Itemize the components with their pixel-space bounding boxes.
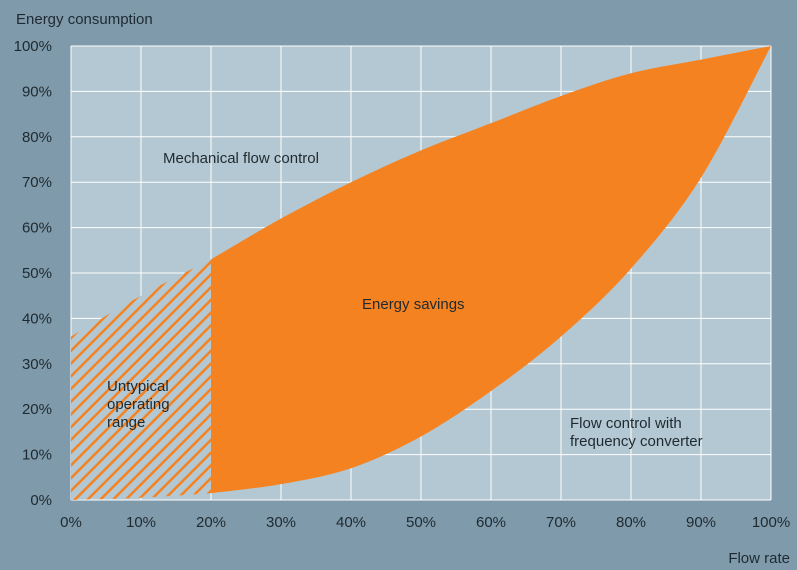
y-tick-label: 10% bbox=[22, 447, 52, 464]
untypical-operating-range-label: Untypical operating range bbox=[107, 378, 174, 431]
y-axis-title: Energy consumption bbox=[16, 11, 153, 28]
untypical-range-hatched-area bbox=[71, 259, 211, 500]
x-tick-label: 0% bbox=[60, 514, 82, 531]
converter-line-1: Flow control with bbox=[570, 415, 682, 432]
converter-line-2: frequency converter bbox=[570, 433, 703, 450]
energy-savings-area bbox=[211, 46, 771, 494]
x-tick-label: 60% bbox=[476, 514, 506, 531]
savings-areas bbox=[71, 46, 771, 500]
x-tick-label: 40% bbox=[336, 514, 366, 531]
y-tick-label: 30% bbox=[22, 356, 52, 373]
x-tick-label: 50% bbox=[406, 514, 436, 531]
y-tick-label: 60% bbox=[22, 220, 52, 237]
tick-labels: 0% 10% 20% 30% 40% 50% 60% 70% 80% 90% 100% 0% 10% 20… bbox=[14, 38, 791, 531]
y-tick-label: 100% bbox=[14, 38, 52, 55]
y-tick-label: 90% bbox=[22, 83, 52, 100]
y-tick-label: 80% bbox=[22, 129, 52, 146]
x-axis-title: Flow rate bbox=[728, 550, 790, 567]
frequency-converter-label: Flow control with frequency converter bbox=[570, 415, 703, 450]
y-tick-label: 0% bbox=[30, 492, 52, 509]
x-tick-label: 80% bbox=[616, 514, 646, 531]
y-tick-label: 70% bbox=[22, 174, 52, 191]
x-tick-label: 10% bbox=[126, 514, 156, 531]
untypical-line-1: Untypical bbox=[107, 378, 169, 395]
y-tick-label: 50% bbox=[22, 265, 52, 282]
x-tick-label: 90% bbox=[686, 514, 716, 531]
x-tick-label: 20% bbox=[196, 514, 226, 531]
x-tick-label: 100% bbox=[752, 514, 790, 531]
x-tick-label: 70% bbox=[546, 514, 576, 531]
mechanical-flow-control-label: Mechanical flow control bbox=[163, 150, 319, 167]
x-tick-label: 30% bbox=[266, 514, 296, 531]
y-tick-label: 40% bbox=[22, 310, 52, 327]
untypical-line-3: range bbox=[107, 414, 145, 431]
energy-savings-label: Energy savings bbox=[362, 296, 465, 313]
y-tick-label: 20% bbox=[22, 401, 52, 418]
untypical-line-2: operating bbox=[107, 396, 170, 413]
